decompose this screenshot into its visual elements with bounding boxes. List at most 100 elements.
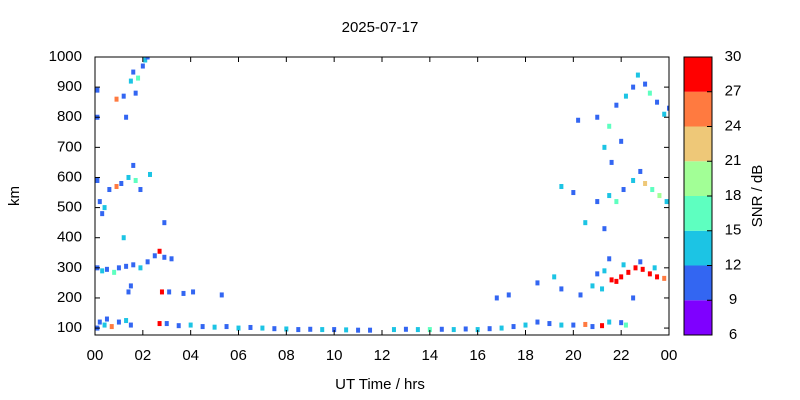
data-point (614, 102, 619, 108)
data-point (114, 184, 119, 190)
data-point (97, 319, 102, 325)
y-axis-label: km (6, 186, 23, 206)
data-point (169, 256, 174, 262)
colorbar-band (684, 196, 712, 231)
data-point (200, 324, 205, 330)
colorbar-tick-label: 24 (725, 117, 742, 134)
data-point (552, 274, 557, 280)
data-point (640, 266, 645, 272)
colorbar-tick-label: 15 (725, 222, 742, 239)
data-point (167, 289, 172, 295)
chart-title: 2025-07-17 (342, 19, 419, 36)
data-point (602, 226, 607, 232)
data-point (181, 290, 186, 296)
data-point (506, 292, 511, 298)
colorbar-band (684, 91, 712, 127)
y-tick-label: 600 (57, 168, 82, 185)
colorbar-tick-label: 30 (725, 48, 742, 65)
data-point (647, 90, 652, 96)
x-tick-label: 06 (230, 347, 247, 364)
data-point (623, 93, 628, 99)
data-point (647, 271, 652, 277)
data-point (116, 265, 121, 271)
data-point (578, 292, 583, 298)
colorbar-band (684, 126, 712, 162)
data-point (138, 265, 143, 271)
colorbar-band (684, 230, 712, 266)
data-point (523, 322, 528, 328)
data-point (157, 321, 162, 327)
data-point (133, 90, 138, 96)
data-point (439, 326, 444, 332)
data-point (176, 323, 181, 329)
data-point (145, 57, 150, 60)
x-axis-label: UT Time / hrs (335, 376, 425, 393)
data-point (128, 322, 133, 328)
x-tick-label: 02 (134, 347, 151, 364)
data-point (143, 57, 148, 63)
y-tick-label: 300 (57, 259, 82, 276)
x-tick-label: 10 (326, 347, 343, 364)
data-point (128, 283, 133, 289)
data-point (138, 187, 143, 193)
data-point (633, 265, 638, 271)
data-point (559, 322, 564, 328)
data-point (607, 123, 612, 129)
data-point (344, 327, 349, 333)
x-tick-label: 22 (613, 347, 630, 364)
data-point (600, 286, 605, 292)
data-point (621, 187, 626, 193)
data-point (602, 268, 607, 274)
data-point (159, 289, 164, 295)
data-point (124, 114, 129, 120)
data-point (162, 254, 167, 260)
x-tick-label: 08 (278, 347, 295, 364)
data-point (391, 327, 396, 333)
data-point (607, 319, 612, 325)
data-point (614, 199, 619, 205)
data-point (609, 277, 614, 283)
data-point (664, 199, 669, 205)
x-tick-label: 00 (87, 347, 104, 364)
colorbar-tick-label: 27 (725, 83, 742, 100)
y-tick-label: 1000 (49, 48, 82, 65)
data-point (650, 187, 655, 193)
data-point (212, 324, 217, 330)
x-tick-label: 14 (421, 347, 438, 364)
data-point (609, 159, 614, 165)
data-point (284, 326, 289, 332)
data-point (590, 283, 595, 289)
data-point (463, 326, 468, 332)
data-point (332, 327, 337, 333)
data-point (308, 326, 313, 332)
x-tick-label: 16 (469, 347, 486, 364)
data-point (403, 326, 408, 332)
data-point (95, 87, 100, 93)
data-point (236, 325, 241, 331)
data-point (114, 96, 119, 102)
x-tick-label: 00 (661, 347, 678, 364)
data-point (631, 84, 636, 90)
data-point (356, 327, 361, 333)
data-point (145, 259, 150, 265)
data-point (133, 177, 138, 183)
data-point (626, 269, 631, 275)
data-point (272, 326, 277, 332)
data-point (126, 289, 131, 295)
data-point (100, 268, 105, 274)
colorbar-band (684, 265, 712, 301)
data-point (619, 138, 624, 144)
data-point (595, 271, 600, 277)
plot-area (95, 57, 669, 333)
colorbar-band (684, 161, 712, 196)
x-tick-label: 04 (182, 347, 199, 364)
data-point (602, 144, 607, 150)
data-point (104, 316, 109, 322)
data-point (140, 63, 145, 69)
data-point (97, 199, 102, 205)
data-point (547, 321, 552, 327)
data-point (631, 295, 636, 301)
data-point (590, 324, 595, 330)
data-point (248, 324, 253, 330)
data-point (136, 75, 141, 81)
